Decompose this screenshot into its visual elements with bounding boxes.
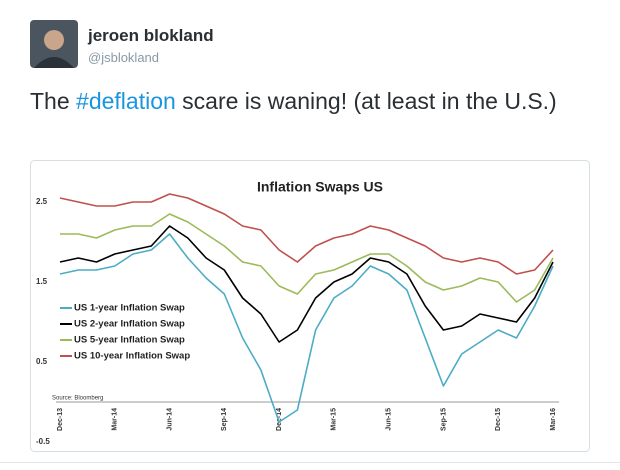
series-line xyxy=(59,233,554,423)
x-tick-label: Sep-15 xyxy=(440,408,447,431)
text: The xyxy=(30,88,77,114)
tweet-text: The #deflation scare is waning! (at leas… xyxy=(30,86,590,117)
legend-label: US 1-year Inflation Swap xyxy=(74,303,185,314)
legend-label: US 10-year Inflation Swap xyxy=(74,351,190,362)
legend-label: US 5-year Inflation Swap xyxy=(74,335,185,346)
source: Source: Bloomberg xyxy=(52,396,103,402)
x-tick-label: Sep-14 xyxy=(221,408,228,431)
x-tick-label: Dec-13 xyxy=(57,408,64,431)
x-tick-label: Mar-14 xyxy=(112,408,119,431)
text: scare is waning! (at least in the U.S.) xyxy=(175,88,557,114)
x-tick-label: Dec-14 xyxy=(276,408,283,431)
x-tick-label: Jun-15 xyxy=(386,408,393,431)
avatar[interactable] xyxy=(30,20,78,68)
series-line xyxy=(59,193,554,275)
chart-title: Inflation Swaps US xyxy=(257,179,383,195)
divider xyxy=(0,462,620,463)
x-tick-label: Mar-16 xyxy=(550,408,557,431)
user-name[interactable]: jeroen blokland xyxy=(88,26,214,45)
x-tick-label: Dec-15 xyxy=(495,408,502,431)
x-tick-label: Jun-14 xyxy=(166,408,173,431)
series-line xyxy=(60,213,554,303)
y-tick-label: 0.5 xyxy=(36,357,48,366)
user-handle[interactable]: @jsblokland xyxy=(88,50,160,65)
series-line xyxy=(59,225,554,343)
y-tick-label: 2.5 xyxy=(36,197,48,206)
x-tick-label: Mar-15 xyxy=(331,408,338,431)
chart-frame xyxy=(30,160,590,452)
chart[interactable]: Inflation Swaps US Source: Bloomberg -0.… xyxy=(30,160,590,452)
y-tick-label: -0.5 xyxy=(36,437,50,446)
legend-label: US 2-year Inflation Swap xyxy=(74,319,185,330)
hashtag[interactable]: #deflation xyxy=(76,88,176,114)
y-tick-label: 1.5 xyxy=(36,277,48,286)
